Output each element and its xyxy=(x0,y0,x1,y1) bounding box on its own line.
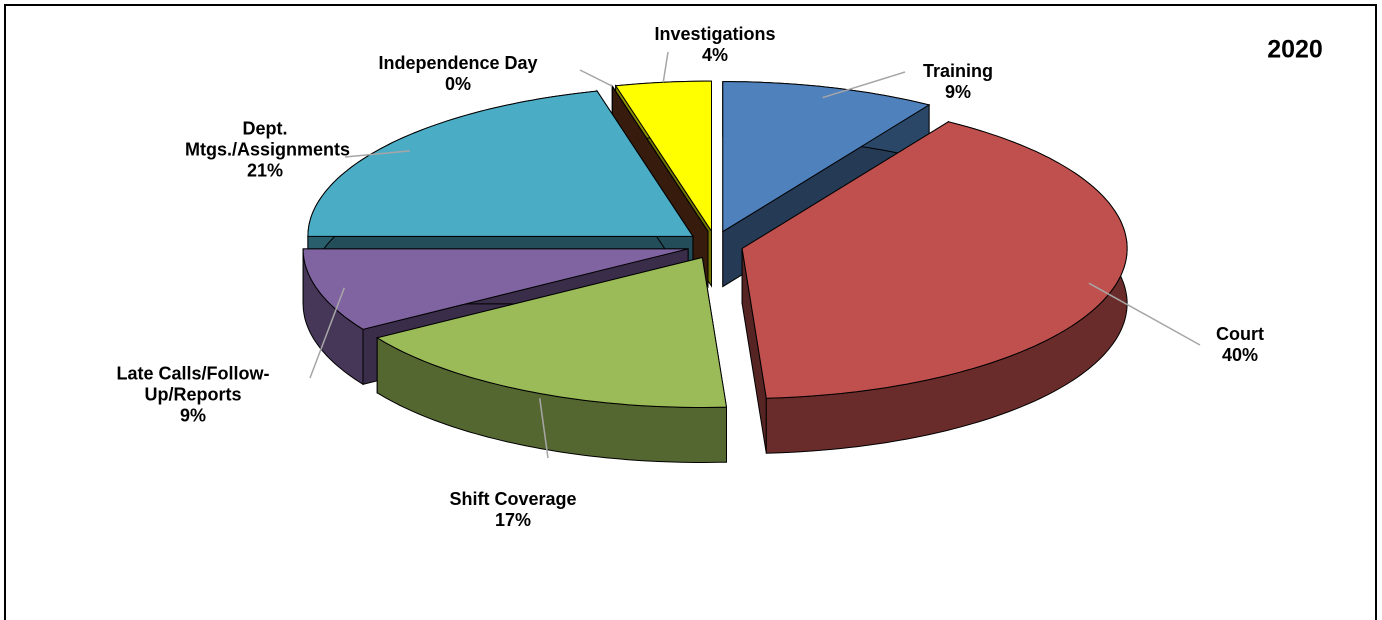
slice xyxy=(611,85,709,232)
leader-line xyxy=(309,287,345,379)
value-label: 9% xyxy=(944,82,971,102)
leader-line xyxy=(822,71,906,99)
category-label: Court xyxy=(1216,324,1264,344)
slice xyxy=(307,90,694,237)
category-label: Training xyxy=(922,61,993,81)
value-label: 17% xyxy=(494,510,532,530)
value-label: 21% xyxy=(246,160,284,181)
category-label: Independence Day xyxy=(378,53,538,73)
value-label: 40% xyxy=(1221,345,1259,365)
slice xyxy=(722,81,931,233)
category-label: Investigations xyxy=(654,24,776,44)
slice-label: Shift Coverage 17% xyxy=(403,489,623,531)
value-label: 4% xyxy=(701,45,728,65)
leader-line xyxy=(579,69,613,87)
leader-line xyxy=(538,398,549,459)
frame xyxy=(4,4,1377,620)
category-label: Shift Coverage xyxy=(449,489,577,509)
category-label: Late Calls/Follow-Up/Reports xyxy=(116,363,270,405)
leader-line xyxy=(344,150,411,158)
value-label: 0% xyxy=(444,74,471,94)
slice-label: Investigations 4% xyxy=(615,24,815,66)
slice-label: Independence Day 0% xyxy=(338,53,578,95)
slice-label: Training 9% xyxy=(888,61,1028,103)
slice xyxy=(302,248,689,330)
chart-title: 2020 xyxy=(1267,35,1323,64)
slice xyxy=(741,121,1128,399)
leader-line xyxy=(1088,282,1201,346)
slice-label: Court 40% xyxy=(1190,324,1290,366)
category-label: Dept. Mtgs./Assignments xyxy=(185,118,351,160)
slice-label: Late Calls/Follow-Up/Reports 9% xyxy=(78,364,308,427)
value-label: 9% xyxy=(179,405,206,426)
slice xyxy=(375,256,728,408)
leader-line xyxy=(662,51,669,83)
slice xyxy=(614,80,712,233)
slice-label: Dept. Mtgs./Assignments 21% xyxy=(185,118,351,182)
